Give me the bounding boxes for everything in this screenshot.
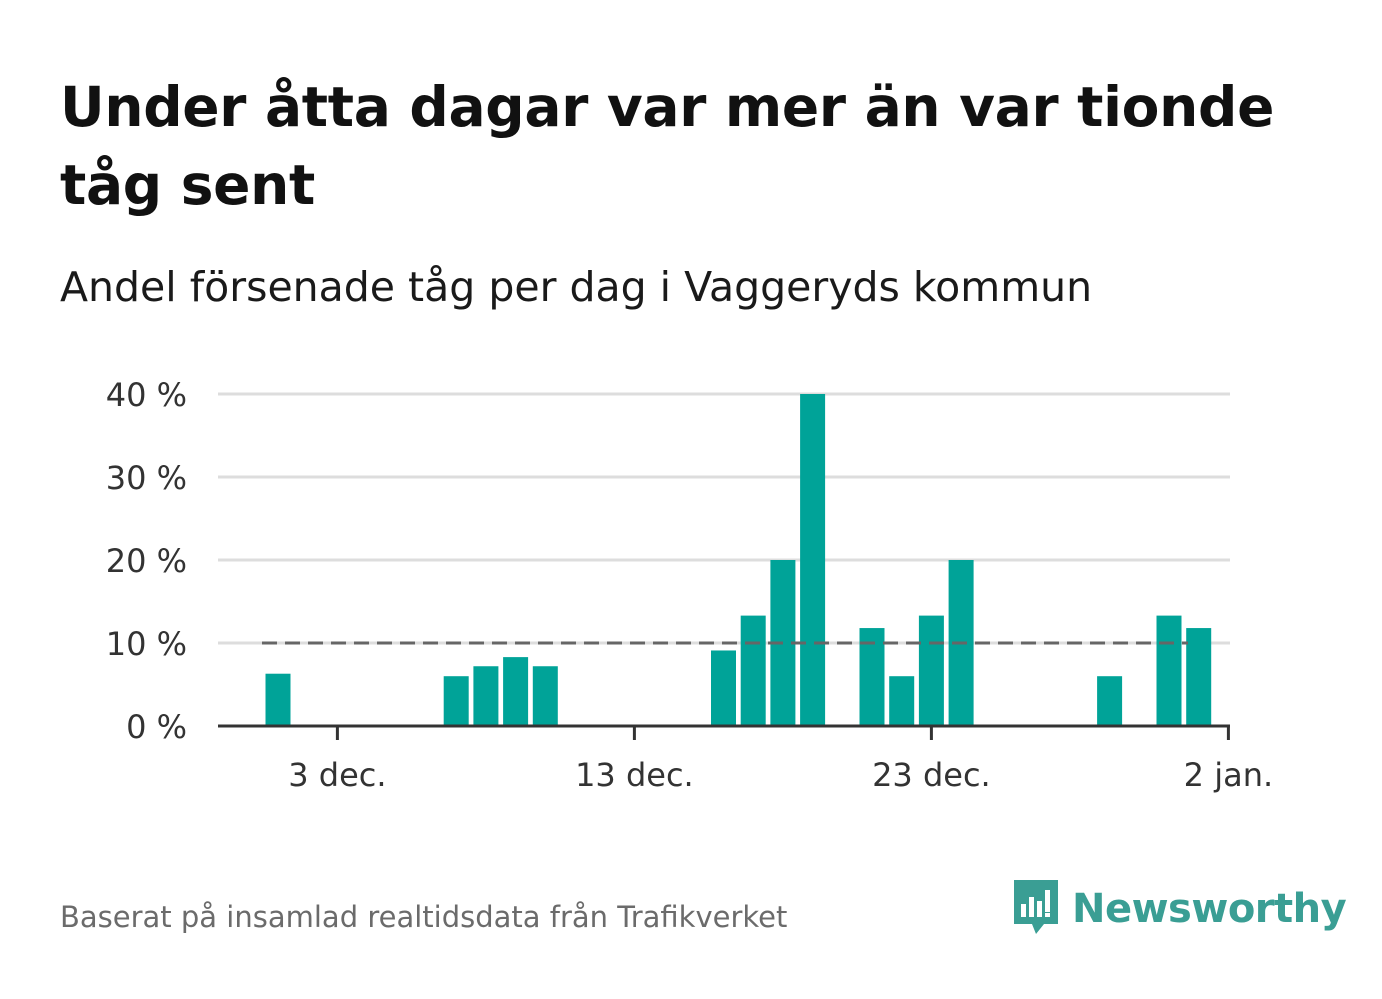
- brand-name: Newsworthy: [1072, 886, 1347, 932]
- bar: [918, 615, 944, 726]
- x-tick-label: 3 dec.: [288, 756, 386, 794]
- bar: [473, 666, 499, 726]
- bar: [1156, 615, 1182, 726]
- bar: [1186, 628, 1212, 726]
- chart-subtitle: Andel försenade tåg per dag i Vaggeryds …: [60, 263, 1093, 311]
- newsworthy-logo-icon: [1010, 876, 1062, 942]
- bar: [1097, 676, 1123, 726]
- bar: [503, 657, 529, 726]
- x-tick-label: 23 dec.: [872, 756, 991, 794]
- x-tick-label: 13 dec.: [575, 756, 694, 794]
- chart-title: Under åtta dagar var mer än var tionde t…: [60, 75, 1275, 217]
- brand-logo: Newsworthy: [1010, 876, 1347, 942]
- bar: [740, 615, 766, 726]
- y-tick-label: 0 %: [126, 708, 187, 746]
- y-tick-label: 10 %: [106, 625, 187, 663]
- bar: [800, 394, 826, 726]
- y-tick-label: 20 %: [106, 542, 187, 580]
- source-note: Baserat på insamlad realtidsdata från Tr…: [60, 900, 788, 934]
- bar: [443, 676, 469, 726]
- y-tick-label: 30 %: [106, 459, 187, 497]
- y-tick-label: 40 %: [106, 376, 187, 414]
- bar: [889, 676, 915, 726]
- bar: [265, 673, 291, 726]
- bar: [711, 650, 736, 726]
- bar: [532, 666, 558, 726]
- x-tick-label: 2 jan.: [1184, 756, 1273, 794]
